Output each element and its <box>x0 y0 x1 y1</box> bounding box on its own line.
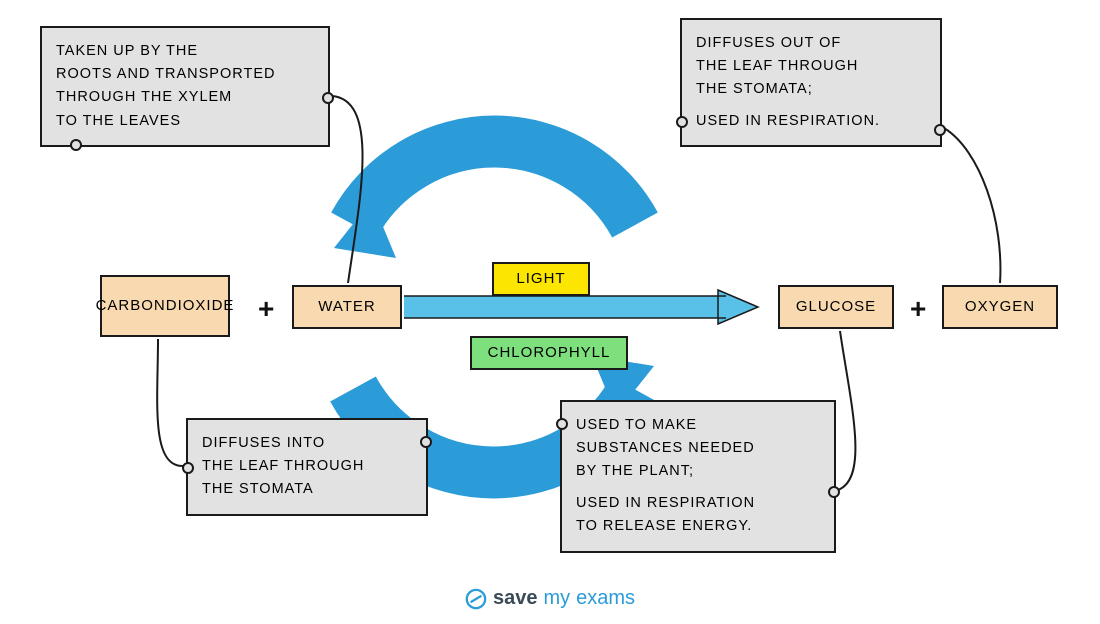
note-co2: DIFFUSES INTOTHE LEAF THROUGHTHE STOMATA <box>186 418 428 516</box>
note-water: TAKEN UP BY THEROOTS AND TRANSPORTEDTHRO… <box>40 26 330 147</box>
logo-text-save: save <box>493 587 538 610</box>
logo-text-exams: exams <box>576 587 635 610</box>
plus-icon: + <box>258 293 274 325</box>
plus-icon: + <box>910 293 926 325</box>
note-glucose: USED TO MAKESUBSTANCES NEEDEDBY THE PLAN… <box>560 400 836 553</box>
box-carbon-dioxide: CARBONDIOXIDE <box>100 275 230 337</box>
logo-text-my: my <box>543 587 570 610</box>
note-oxygen: DIFFUSES OUT OFTHE LEAF THROUGHTHE STOMA… <box>680 18 942 147</box>
box-light: LIGHT <box>492 262 590 296</box>
logo-savemyexams: save my exams <box>465 587 635 610</box>
logo-icon <box>465 588 487 610</box>
box-chlorophyll: CHLOROPHYLL <box>470 336 628 370</box>
box-oxygen: OXYGEN <box>942 285 1058 329</box>
box-glucose: GLUCOSE <box>778 285 894 329</box>
box-water: WATER <box>292 285 402 329</box>
